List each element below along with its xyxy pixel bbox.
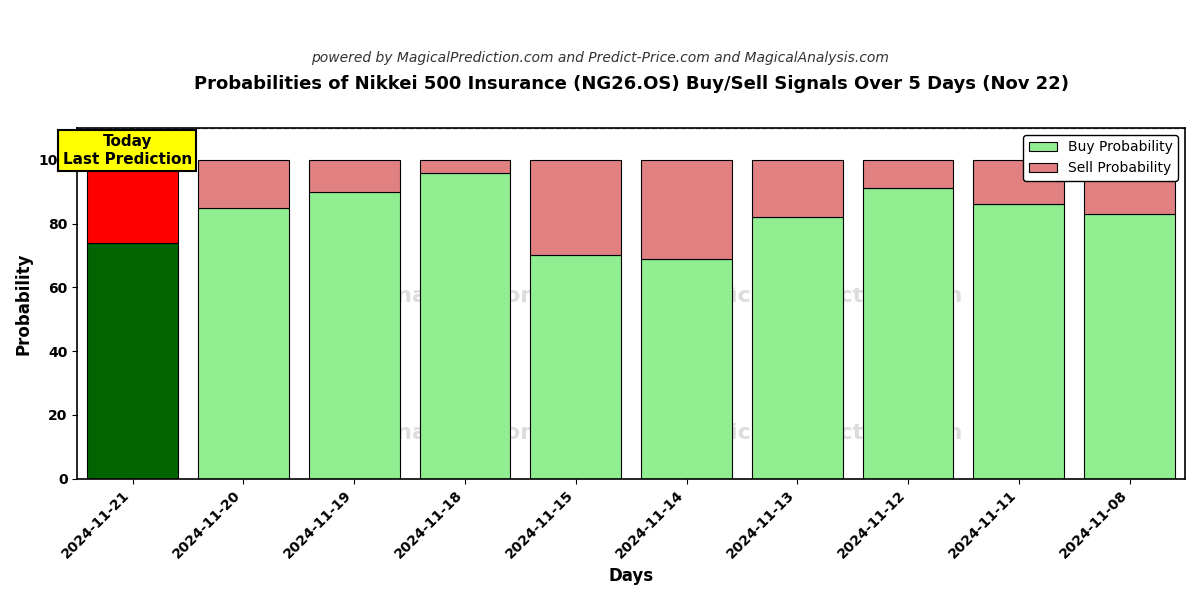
- Bar: [752, 160, 842, 217]
- Bar: [641, 160, 732, 259]
- Bar: [308, 191, 400, 479]
- Bar: [530, 160, 622, 256]
- Bar: [88, 242, 178, 479]
- Bar: [973, 160, 1064, 205]
- Title: Probabilities of Nikkei 500 Insurance (NG26.OS) Buy/Sell Signals Over 5 Days (No: Probabilities of Nikkei 500 Insurance (N…: [193, 75, 1069, 93]
- Bar: [973, 205, 1064, 479]
- Bar: [641, 259, 732, 479]
- Text: MagicalPrediction.com: MagicalPrediction.com: [677, 423, 962, 443]
- Text: powered by MagicalPrediction.com and Predict-Price.com and MagicalAnalysis.com: powered by MagicalPrediction.com and Pre…: [311, 51, 889, 65]
- Bar: [420, 160, 510, 173]
- Y-axis label: Probability: Probability: [14, 252, 32, 355]
- Text: MagicalPrediction.com: MagicalPrediction.com: [677, 286, 962, 306]
- Bar: [88, 160, 178, 242]
- Text: calAnalysis.com: calAnalysis.com: [342, 286, 544, 306]
- Bar: [420, 173, 510, 479]
- Bar: [863, 160, 954, 188]
- X-axis label: Days: Days: [608, 567, 654, 585]
- Bar: [1084, 160, 1175, 214]
- Bar: [1084, 214, 1175, 479]
- Legend: Buy Probability, Sell Probability: Buy Probability, Sell Probability: [1024, 135, 1178, 181]
- Text: Today
Last Prediction: Today Last Prediction: [62, 134, 192, 167]
- Bar: [308, 160, 400, 191]
- Bar: [530, 256, 622, 479]
- Bar: [198, 208, 289, 479]
- Bar: [198, 160, 289, 208]
- Text: calAnalysis.com: calAnalysis.com: [342, 423, 544, 443]
- Bar: [863, 188, 954, 479]
- Bar: [752, 217, 842, 479]
